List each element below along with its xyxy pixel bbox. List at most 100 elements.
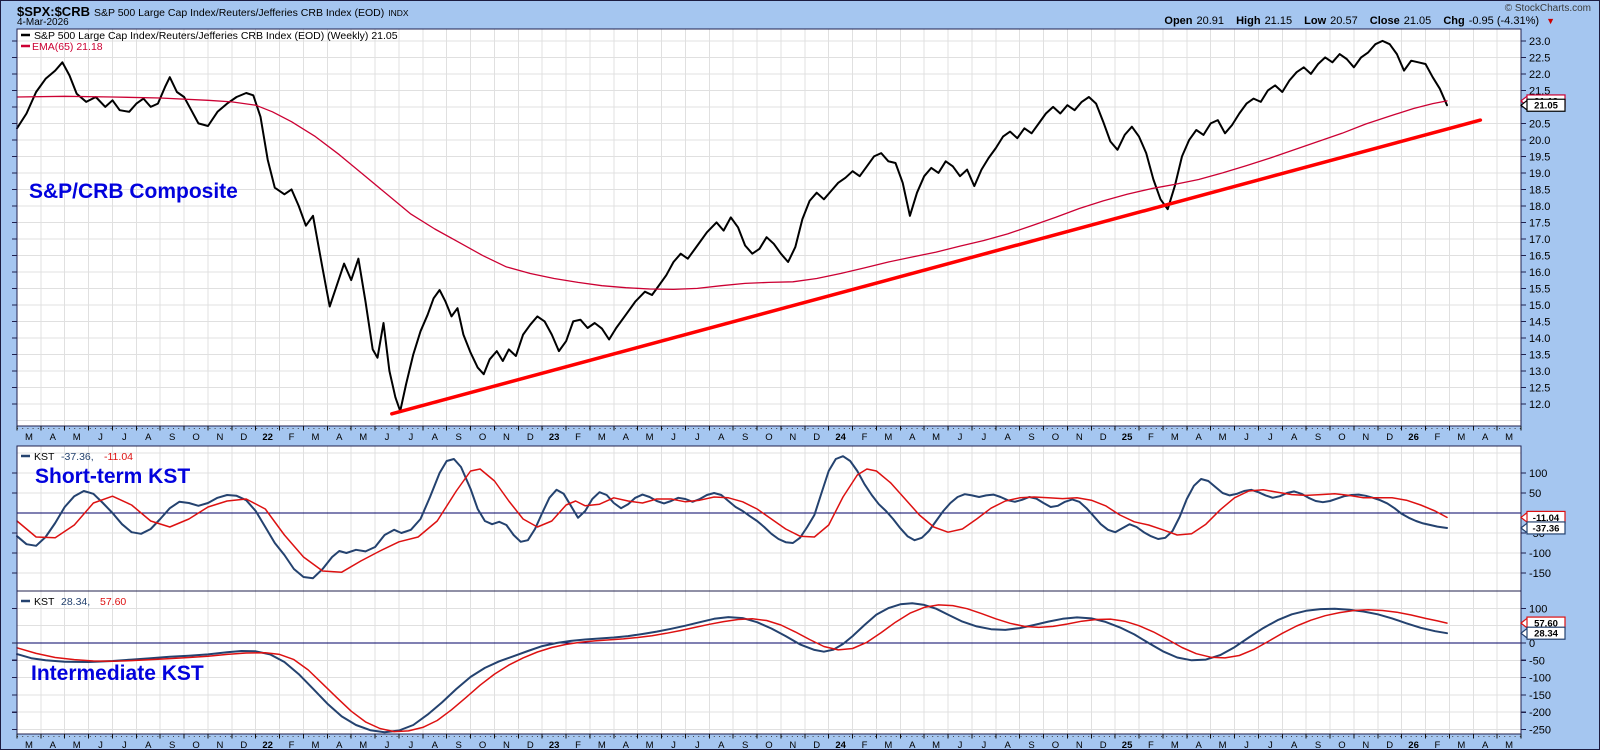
price-legend-label: S&P 500 Large Cap Index/Reuters/Jefferie…	[34, 30, 398, 42]
month-label: D	[1100, 740, 1107, 750]
month-label: M	[359, 432, 367, 443]
intermediate-kst-legend: KST 28.34, 57.60	[21, 596, 126, 608]
month-label: F	[289, 432, 295, 443]
month-label: F	[575, 432, 581, 443]
month-label: N	[1076, 432, 1083, 443]
open-label: Open	[1164, 15, 1193, 27]
kst-legend-value: -37.36,	[61, 451, 94, 463]
month-label: D	[527, 740, 534, 750]
month-label: 24	[835, 432, 846, 443]
month-label: S	[1028, 740, 1034, 750]
exchange-label: INDX	[388, 8, 409, 18]
inter-value-box: 28.34	[1534, 629, 1558, 640]
short-y-tick-label: 50	[1529, 488, 1541, 500]
month-label: S	[742, 432, 748, 443]
down-arrow-icon: ▼	[1546, 16, 1555, 26]
month-label: J	[1244, 740, 1249, 750]
month-label: A	[145, 432, 152, 443]
month-label: M	[1505, 432, 1513, 443]
main-y-tick-label: 23.0	[1529, 36, 1550, 48]
short-y-tick-label: 100	[1529, 468, 1547, 480]
month-label: S	[169, 740, 175, 750]
month-label: D	[527, 432, 534, 443]
month-label: M	[1505, 740, 1513, 750]
kst-legend-name: KST	[34, 451, 55, 463]
panel-backgrounds	[17, 29, 1521, 734]
month-label: O	[1338, 740, 1345, 750]
month-label: D	[813, 740, 820, 750]
month-label: F	[289, 740, 295, 750]
month-label: 25	[1122, 432, 1133, 443]
month-label: M	[25, 740, 33, 750]
month-label: N	[789, 740, 796, 750]
main-y-tick-label: 14.0	[1529, 333, 1550, 345]
month-label: M	[598, 740, 606, 750]
month-label: M	[359, 740, 367, 750]
copyright-label: © StockCharts.com	[1504, 3, 1591, 14]
month-label: N	[503, 432, 510, 443]
main-support-trendline-line	[390, 118, 1483, 416]
short-kst-line	[16, 455, 1448, 580]
kst-legend-value: 28.34,	[61, 596, 90, 608]
month-label: J	[98, 740, 103, 750]
main-y-tick-label: 18.0	[1529, 201, 1550, 213]
intermediate-kst-watermark: Intermediate KST	[31, 662, 204, 685]
month-label: O	[765, 432, 772, 443]
month-label: F	[862, 432, 868, 443]
month-label: A	[336, 432, 343, 443]
short-y-tick-label: -100	[1529, 548, 1551, 560]
month-label: 26	[1408, 432, 1419, 443]
main-y-tick-label: 16.5	[1529, 250, 1550, 262]
month-label: J	[409, 740, 414, 750]
month-label: A	[1196, 740, 1203, 750]
month-label: M	[311, 740, 319, 750]
month-label: F	[1435, 740, 1441, 750]
chg-label: Chg	[1443, 15, 1465, 27]
month-label: M	[884, 432, 892, 443]
month-label: M	[1457, 432, 1465, 443]
close-value: 21.05	[1403, 15, 1432, 27]
month-label: M	[598, 432, 606, 443]
month-label: A	[1196, 432, 1203, 443]
month-label: O	[479, 740, 486, 750]
month-label: O	[192, 740, 199, 750]
short-kst-signal-line	[16, 468, 1448, 573]
month-label: M	[73, 432, 81, 443]
chg-value: -0.95 (-4.31%)	[1468, 15, 1540, 27]
inter-kst-signal-line	[16, 604, 1448, 733]
month-label: S	[455, 432, 461, 443]
month-label: 23	[549, 432, 560, 443]
month-label: J	[409, 432, 414, 443]
month-label: M	[1219, 432, 1227, 443]
month-label: A	[623, 432, 630, 443]
month-label: J	[695, 740, 700, 750]
month-label: S	[742, 740, 748, 750]
month-label: O	[765, 740, 772, 750]
high-label: High	[1236, 15, 1261, 27]
month-label: A	[1482, 740, 1489, 750]
short-value-box: -11.04	[1533, 513, 1560, 524]
month-label: J	[981, 740, 986, 750]
short-value-box: -37.36	[1533, 523, 1560, 534]
month-label: N	[1362, 432, 1369, 443]
month-label: F	[1148, 432, 1154, 443]
month-label: A	[432, 432, 439, 443]
month-label: S	[169, 432, 175, 443]
month-label: D	[1386, 740, 1393, 750]
month-label: J	[671, 432, 676, 443]
month-label: J	[98, 432, 103, 443]
month-label: J	[671, 740, 676, 750]
main-y-tick-label: 15.0	[1529, 300, 1550, 312]
month-label: M	[1457, 740, 1465, 750]
month-label: A	[50, 432, 57, 443]
main-y-tick-label: 12.5	[1529, 382, 1550, 394]
inter-y-tick-label: -150	[1529, 690, 1551, 702]
main-y-tick-label: 15.5	[1529, 283, 1550, 295]
month-label: M	[1171, 740, 1179, 750]
main-watermark: S&P/CRB Composite	[29, 180, 238, 203]
month-label: D	[813, 432, 820, 443]
month-label: A	[909, 432, 916, 443]
month-label: M	[932, 740, 940, 750]
main-value-box: 21.05	[1534, 101, 1558, 112]
